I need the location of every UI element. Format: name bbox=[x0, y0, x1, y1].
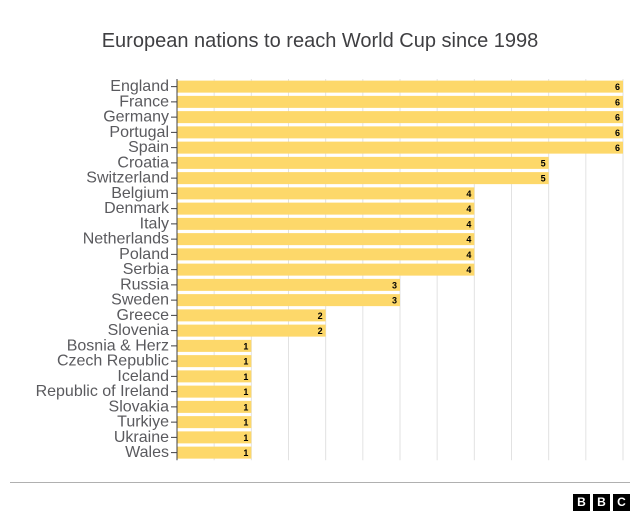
bar bbox=[177, 95, 623, 108]
bar bbox=[177, 339, 252, 352]
category-label: England bbox=[110, 78, 169, 95]
category-label: Germany bbox=[103, 109, 169, 126]
value-label: 4 bbox=[466, 250, 471, 260]
value-label: 5 bbox=[541, 174, 546, 184]
value-label: 3 bbox=[392, 296, 397, 306]
category-label: Bosnia & Herz bbox=[67, 337, 169, 354]
value-label: 4 bbox=[466, 265, 471, 275]
category-label: Netherlands bbox=[83, 231, 169, 248]
value-label: 3 bbox=[392, 280, 397, 290]
category-label: Republic of Ireland bbox=[36, 383, 169, 400]
category-label: Turkiye bbox=[117, 414, 169, 431]
category-label: Poland bbox=[119, 246, 169, 263]
value-label: 6 bbox=[615, 128, 620, 138]
value-label: 6 bbox=[615, 82, 620, 92]
bar bbox=[177, 294, 400, 307]
category-label: Slovenia bbox=[108, 322, 169, 339]
bar bbox=[177, 446, 252, 459]
category-label: Spain bbox=[128, 139, 169, 156]
category-label: Greece bbox=[117, 307, 170, 324]
value-label: 1 bbox=[243, 402, 248, 412]
bar bbox=[177, 248, 475, 261]
value-label: 2 bbox=[318, 311, 323, 321]
bar bbox=[177, 400, 252, 413]
bar bbox=[177, 355, 252, 368]
value-label: 4 bbox=[466, 204, 471, 214]
bar bbox=[177, 370, 252, 383]
category-label: France bbox=[119, 93, 169, 110]
value-label: 1 bbox=[243, 418, 248, 428]
value-label: 6 bbox=[615, 113, 620, 123]
bar bbox=[177, 385, 252, 398]
value-label: 4 bbox=[466, 235, 471, 245]
bar bbox=[177, 172, 549, 185]
bbc-logo: B B C bbox=[573, 494, 630, 511]
category-label: Italy bbox=[140, 215, 169, 232]
bar bbox=[177, 233, 475, 246]
bar bbox=[177, 141, 623, 154]
bar bbox=[177, 126, 623, 139]
category-label: Czech Republic bbox=[57, 353, 169, 370]
bar bbox=[177, 202, 475, 215]
category-label: Portugal bbox=[109, 124, 169, 141]
bar bbox=[177, 263, 475, 276]
value-label: 2 bbox=[318, 326, 323, 336]
category-label: Belgium bbox=[111, 185, 169, 202]
value-label: 1 bbox=[243, 341, 248, 351]
bar bbox=[177, 111, 623, 124]
category-label: Slovakia bbox=[109, 398, 170, 415]
logo-letter: C bbox=[613, 494, 630, 511]
value-label: 4 bbox=[466, 189, 471, 199]
category-label: Iceland bbox=[117, 368, 169, 385]
bar bbox=[177, 187, 475, 200]
category-label: Sweden bbox=[111, 292, 169, 309]
category-label: Croatia bbox=[117, 154, 169, 171]
bar bbox=[177, 309, 326, 322]
bar bbox=[177, 80, 623, 93]
category-label: Serbia bbox=[123, 261, 169, 278]
value-label: 6 bbox=[615, 97, 620, 107]
value-label: 4 bbox=[466, 219, 471, 229]
bar bbox=[177, 431, 252, 444]
bar bbox=[177, 217, 475, 230]
bar bbox=[177, 324, 326, 337]
value-label: 1 bbox=[243, 372, 248, 382]
value-label: 5 bbox=[541, 158, 546, 168]
footer-divider bbox=[10, 482, 630, 483]
logo-letter: B bbox=[573, 494, 590, 511]
category-label: Russia bbox=[120, 276, 169, 293]
logo-letter: B bbox=[593, 494, 610, 511]
value-label: 1 bbox=[243, 448, 248, 458]
category-label: Ukraine bbox=[114, 429, 169, 446]
bar-chart: England 6 France 6 Germany 6 Portugal 6 Spain 6 Cr… bbox=[36, 78, 624, 461]
value-label: 1 bbox=[243, 433, 248, 443]
bar bbox=[177, 278, 400, 291]
value-label: 1 bbox=[243, 387, 248, 397]
bar bbox=[177, 416, 252, 429]
chart-title: European nations to reach World Cup sinc… bbox=[101, 30, 539, 52]
value-label: 6 bbox=[615, 143, 620, 153]
category-label: Wales bbox=[125, 444, 169, 461]
bar bbox=[177, 156, 549, 169]
category-label: Denmark bbox=[104, 200, 170, 217]
category-label: Switzerland bbox=[86, 170, 169, 187]
value-label: 1 bbox=[243, 357, 248, 367]
